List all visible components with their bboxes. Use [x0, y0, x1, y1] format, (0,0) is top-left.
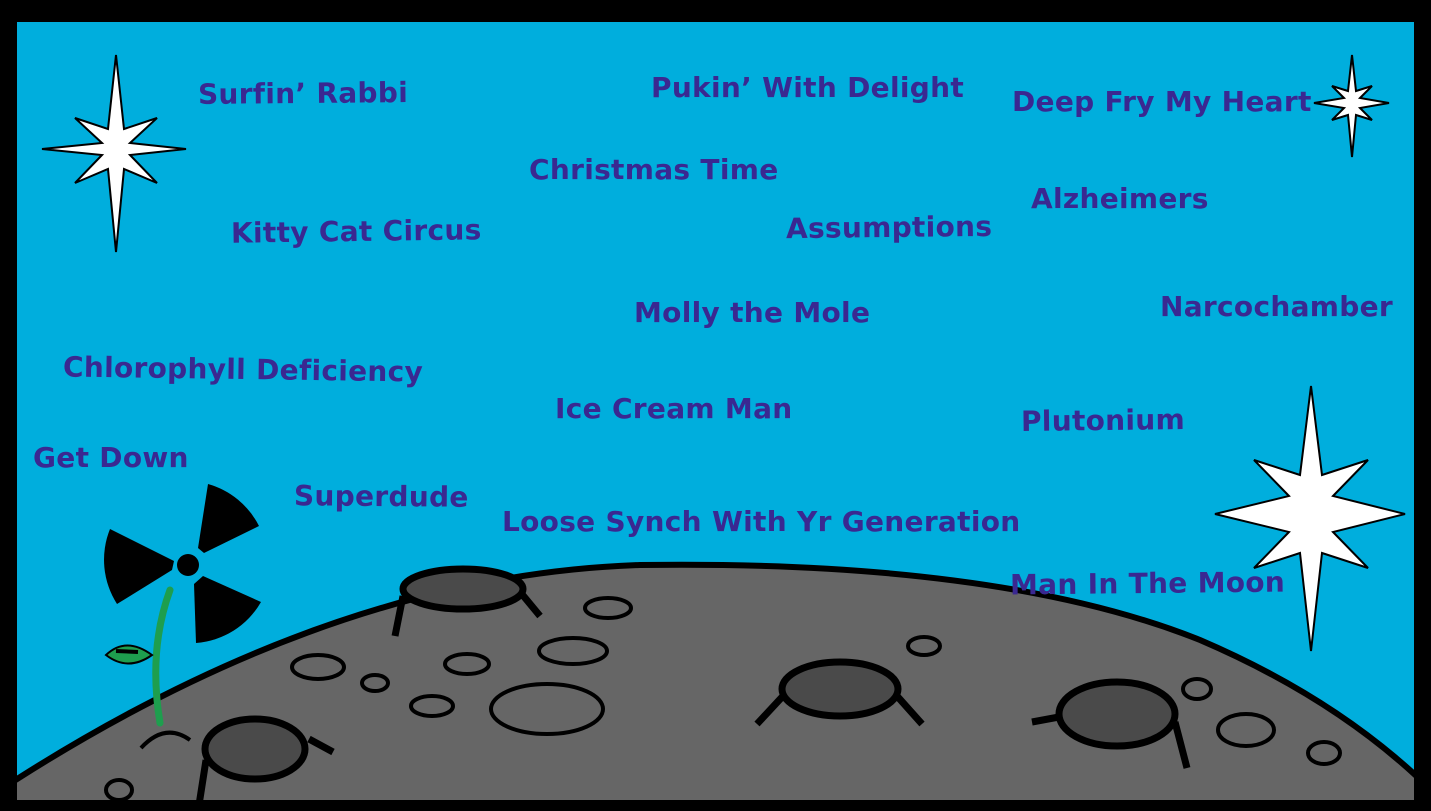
song-title[interactable]: Christmas Time: [529, 153, 779, 186]
song-title[interactable]: Get Down: [33, 441, 189, 474]
song-title[interactable]: Assumptions: [785, 209, 993, 246]
song-title[interactable]: Pukin’ With Delight: [651, 71, 965, 104]
moon-icon: [17, 561, 1414, 800]
song-title[interactable]: Loose Synch With Yr Generation: [502, 505, 1021, 538]
song-title[interactable]: Man In The Moon: [1009, 565, 1286, 602]
song-title[interactable]: Narcochamber: [1160, 290, 1394, 323]
crater-icon: [1031, 678, 1191, 769]
song-title[interactable]: Deep Fry My Heart: [1012, 85, 1312, 118]
crater-icon: [196, 715, 335, 800]
song-title[interactable]: Molly the Mole: [634, 296, 871, 329]
song-title[interactable]: Chlorophyll Deficiency: [62, 350, 424, 389]
song-title[interactable]: Ice Cream Man: [555, 392, 793, 425]
star-icon: [1313, 54, 1390, 158]
star-icon: [41, 54, 187, 253]
song-title[interactable]: Surfin’ Rabbi: [197, 76, 409, 111]
song-title[interactable]: Superdude: [293, 479, 469, 514]
song-title[interactable]: Plutonium: [1020, 402, 1186, 439]
song-title[interactable]: Kitty Cat Circus: [230, 213, 482, 250]
song-title[interactable]: Alzheimers: [1031, 182, 1209, 215]
small-craters: [104, 596, 1342, 800]
crater-icon: [754, 658, 925, 727]
crater-icon: [391, 565, 543, 637]
radiation-flower-icon: [104, 484, 261, 727]
star-icon: [1214, 385, 1406, 652]
